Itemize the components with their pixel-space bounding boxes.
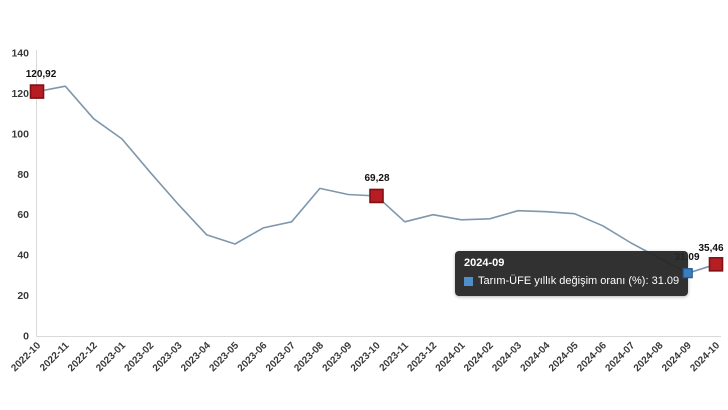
data-point-2023-10[interactable] xyxy=(369,188,384,204)
tooltip-date: 2024-09 xyxy=(464,257,505,269)
series-swatch-icon xyxy=(464,277,473,287)
x-tick-label: 2023-01 xyxy=(94,340,128,374)
tooltip-series-row: Tarım-ÜFE yıllık değişim oranı (%): 31.0… xyxy=(464,275,679,289)
x-tick-label: 2024-03 xyxy=(490,340,524,374)
x-tick-label: 2022-12 xyxy=(66,340,100,374)
x-tick-label: 2024-04 xyxy=(519,340,553,374)
y-tick-label: 100 xyxy=(11,128,29,140)
x-tick-label: 2023-10 xyxy=(349,340,383,374)
y-tick-label: 20 xyxy=(17,290,29,302)
y-tick-label: 120 xyxy=(11,88,29,100)
data-point-label-2023-10: 69,28 xyxy=(364,173,389,184)
chart-tooltip: 2024-09 Tarım-ÜFE yıllık değişim oranı (… xyxy=(455,251,689,296)
x-tick-label: 2023-03 xyxy=(151,340,185,374)
x-tick-label: 2024-10 xyxy=(688,340,722,374)
x-tick-label: 2023-12 xyxy=(405,340,439,374)
x-tick-label: 2023-11 xyxy=(378,340,412,374)
x-tick-label: 2024-02 xyxy=(462,340,496,374)
x-tick-label: 2024-05 xyxy=(547,340,581,374)
x-tick-label: 2024-06 xyxy=(575,340,609,374)
x-tick-label: 2023-04 xyxy=(179,340,213,374)
x-tick-label: 2023-02 xyxy=(123,340,157,374)
x-tick-label: 2023-09 xyxy=(321,340,355,374)
x-tick-label: 2023-06 xyxy=(236,340,270,374)
x-tick-label: 2023-07 xyxy=(264,340,298,374)
y-tick-label: 0 xyxy=(23,331,29,343)
y-tick-label: 80 xyxy=(17,169,29,181)
x-tick-label: 2023-08 xyxy=(292,340,326,374)
y-tick-label: 140 xyxy=(11,48,29,60)
y-tick-label: 40 xyxy=(17,250,29,262)
data-point-label-2022-10: 120,92 xyxy=(26,69,57,80)
x-tick-label: 2022-10 xyxy=(9,340,43,374)
x-tick-label: 2024-01 xyxy=(434,340,468,374)
x-tick-label: 2022-11 xyxy=(38,340,72,374)
x-tick-label: 2024-09 xyxy=(660,340,694,374)
tooltip-series-value: Tarım-ÜFE yıllık değişim oranı (%): 31.0… xyxy=(478,274,680,287)
x-tick-label: 2023-05 xyxy=(207,340,241,374)
data-point-2022-10[interactable] xyxy=(29,84,45,99)
x-tick-label: 2024-07 xyxy=(604,340,638,374)
x-tick-label: 2024-08 xyxy=(632,340,666,374)
y-tick-label: 60 xyxy=(17,209,29,221)
